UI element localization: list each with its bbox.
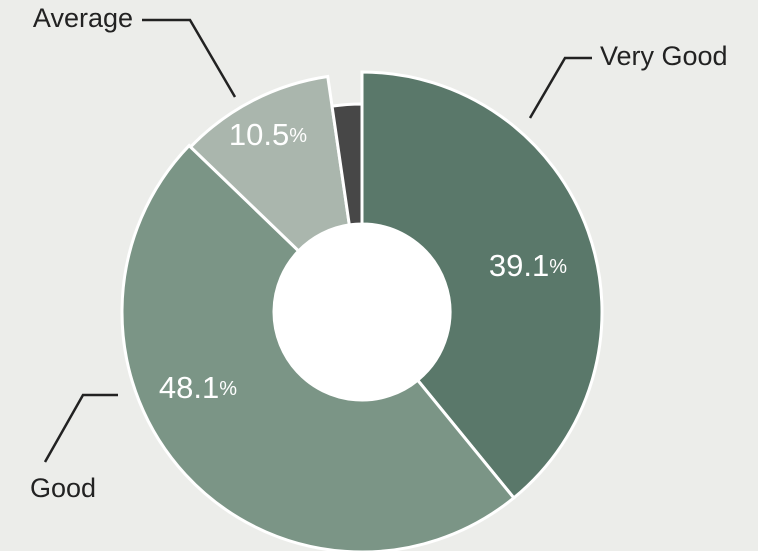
value-label: 39.1% (489, 248, 567, 283)
value-unit: % (219, 378, 237, 400)
value-number: 10.5 (229, 117, 289, 152)
value-number: 39.1 (489, 248, 549, 283)
category-label: Good (30, 473, 96, 503)
leader-line (528, 56, 592, 119)
leader-line (142, 18, 237, 98)
value-number: 48.1 (159, 370, 219, 405)
slices (120, 70, 604, 551)
value-label: 10.5% (229, 117, 307, 152)
donut-hole (274, 224, 450, 400)
leader-line (43, 393, 118, 463)
category-label: Average (33, 3, 133, 33)
value-unit: % (549, 256, 567, 278)
value-label: 48.1% (159, 370, 237, 405)
value-unit: % (289, 125, 307, 147)
category-label: Very Good (600, 41, 728, 71)
